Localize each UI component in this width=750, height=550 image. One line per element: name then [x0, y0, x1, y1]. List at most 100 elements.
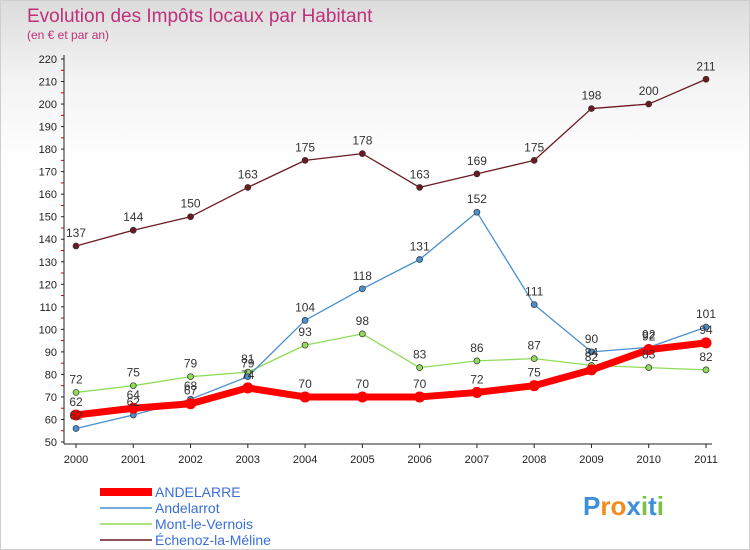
- data-point-echenoz-la-meline: [187, 213, 194, 221]
- y-tick-label: 50: [45, 437, 57, 449]
- data-point-andelarre: [414, 391, 426, 403]
- data-label-andelarrot: 111: [525, 285, 544, 299]
- chart-subtitle: (en € et par an): [27, 28, 109, 42]
- data-label-echenoz-la-meline: 175: [295, 140, 315, 154]
- brand-logo-letter: r: [600, 491, 610, 521]
- brand-logo-letter: o: [610, 491, 626, 521]
- data-label-mont-le-vernois: 82: [699, 350, 713, 364]
- data-label-andelarre: 82: [585, 350, 599, 364]
- legend-label-andelarrot: Andelarrot: [155, 500, 220, 516]
- data-point-echenoz-la-meline: [129, 226, 137, 234]
- data-point-andelarrot: [301, 316, 309, 324]
- x-tick-label: 2000: [64, 454, 88, 466]
- data-point-echenoz-la-meline: [588, 105, 595, 112]
- y-tick-label: 160: [39, 189, 57, 201]
- data-labels: 137 144 150 163 175 178 163 169 175 198 200 211 72 75…: [66, 59, 716, 422]
- data-point-andelarre: [299, 391, 311, 403]
- x-tick-label: 2002: [178, 454, 202, 466]
- data-point-andelarrot: [702, 323, 710, 331]
- legend-label-andelarre: ANDELARRE: [155, 484, 241, 500]
- x-tick-label: 2006: [407, 454, 431, 466]
- data-point-echenoz-la-meline: [702, 75, 710, 83]
- axes: 50 60 70 80 90 100 110 120 130 140 150 160 170 180 190…: [39, 54, 718, 466]
- brand-logo-letter: i: [657, 491, 664, 521]
- data-label-echenoz-la-meline: 137: [66, 226, 86, 240]
- brand-logo: Proxiti: [583, 491, 664, 521]
- y-tick-label: 180: [39, 144, 57, 156]
- data-label-andelarrot: 101: [696, 307, 716, 321]
- data-label-andelarre: 72: [470, 372, 484, 386]
- data-label-andelarre: 64: [127, 388, 141, 402]
- y-tick-label: 70: [45, 392, 57, 404]
- data-label-andelarrot: 62: [69, 408, 83, 422]
- data-label-mont-le-vernois: 98: [356, 314, 370, 328]
- data-label-mont-le-vernois: 87: [528, 339, 542, 353]
- data-label-andelarre: 70: [298, 377, 312, 391]
- data-label-andelarre: 74: [241, 368, 255, 382]
- data-label-andelarrot: 68: [184, 379, 198, 393]
- data-point-andelarrot: [359, 285, 366, 293]
- y-tick-label: 120: [39, 279, 57, 291]
- data-label-andelarre: 94: [699, 323, 713, 337]
- data-label-andelarre: 70: [356, 377, 370, 391]
- data-point-mont-le-vernois: [645, 364, 653, 372]
- y-tick-label: 80: [45, 369, 57, 381]
- data-point-mont-le-vernois: [530, 355, 538, 362]
- data-label-mont-le-vernois: 79: [184, 357, 198, 371]
- data-point-echenoz-la-meline: [359, 150, 366, 157]
- y-tick-label: 100: [39, 324, 57, 336]
- data-label-echenoz-la-meline: 211: [696, 59, 715, 73]
- data-point-mont-le-vernois: [301, 341, 309, 349]
- data-label-echenoz-la-meline: 163: [410, 167, 430, 181]
- data-point-andelarrot: [72, 425, 80, 432]
- brand-logo-letter: x: [626, 491, 641, 521]
- data-label-andelarre: 62: [69, 395, 83, 409]
- data-point-andelarre: [643, 344, 655, 356]
- data-label-echenoz-la-meline: 175: [524, 140, 544, 154]
- legend-label-echenoz-la-meline: Échenoz-la-Méline: [155, 532, 271, 548]
- data-point-echenoz-la-meline: [530, 157, 538, 164]
- data-label-andelarre: 70: [413, 377, 427, 391]
- data-point-andelarrot: [588, 348, 595, 356]
- x-tick-label: 2011: [694, 454, 718, 466]
- y-tick-label: 200: [39, 99, 57, 111]
- data-point-andelarre: [242, 382, 254, 394]
- data-label-mont-le-vernois: 83: [413, 348, 427, 362]
- data-point-echenoz-la-meline: [301, 157, 309, 164]
- data-point-mont-le-vernois: [129, 382, 137, 390]
- x-tick-label: 2003: [236, 454, 260, 466]
- data-point-andelarre: [471, 386, 483, 398]
- x-tick-label: 2007: [465, 454, 489, 466]
- data-point-andelarre: [700, 337, 712, 349]
- y-tick-label: 220: [39, 54, 57, 66]
- chart-title: Evolution des Impôts locaux par Habitant: [27, 6, 373, 27]
- brand-logo-text: Proxiti: [583, 491, 664, 521]
- data-point-echenoz-la-meline: [416, 184, 423, 191]
- series-line-echenoz-la-meline: [75, 78, 707, 247]
- y-tick-label: 150: [39, 212, 57, 224]
- x-tick-label: 2008: [522, 454, 546, 466]
- y-tick-label: 110: [39, 302, 57, 314]
- brand-logo-letter: t: [648, 491, 657, 521]
- y-tick-label: 170: [39, 167, 57, 179]
- data-label-echenoz-la-meline: 198: [581, 89, 601, 103]
- y-tick-label: 90: [45, 347, 57, 359]
- data-label-andelarrot: 79: [241, 357, 255, 371]
- data-point-andelarre: [70, 409, 82, 421]
- data-label-mont-le-vernois: 75: [127, 366, 141, 380]
- data-point-mont-le-vernois: [702, 366, 710, 374]
- data-point-andelarre: [127, 402, 139, 414]
- data-label-mont-le-vernois: 93: [298, 325, 312, 339]
- x-tick-label: 2009: [579, 454, 603, 466]
- data-point-echenoz-la-meline: [645, 100, 653, 108]
- x-tick-label: 2004: [293, 454, 317, 466]
- data-point-mont-le-vernois: [473, 357, 481, 365]
- data-point-echenoz-la-meline: [473, 170, 481, 178]
- data-point-echenoz-la-meline: [244, 184, 252, 191]
- data-label-echenoz-la-meline: 169: [467, 154, 487, 168]
- data-point-andelarrot: [416, 256, 423, 263]
- y-tick-label: 140: [39, 234, 57, 246]
- data-point-mont-le-vernois: [187, 373, 194, 381]
- data-label-andelarrot: 104: [295, 300, 315, 314]
